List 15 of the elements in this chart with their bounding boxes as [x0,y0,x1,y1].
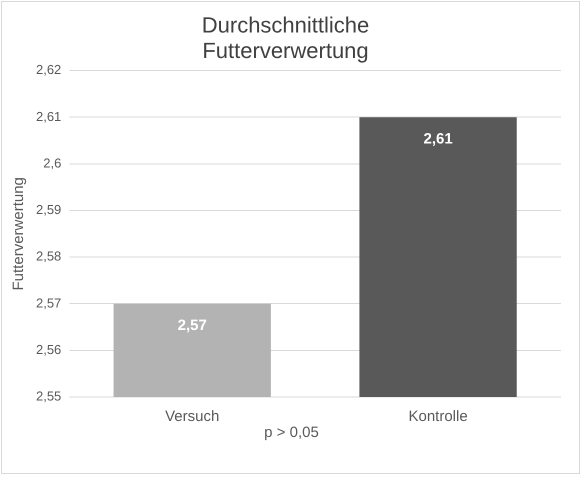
text: p > 0,05 [263,424,320,441]
y-tick-label: 2,59 [36,202,62,218]
x-tick-label: Versuch [165,408,220,426]
y-axis-title: Futterverwertung [10,177,28,290]
data-label: 2,61 [423,130,453,148]
y-tick-label: 2,56 [36,342,62,357]
y-tick-label: 2,58 [36,248,62,264]
data-label: 2,57 [178,316,207,334]
x-tick-label: Kontrolle [408,408,468,426]
y-tick-label: 2,55 [36,388,62,404]
chart-title: Durchschnittliche Futterverwertung [202,12,370,64]
y-tick-label: 2,57 [36,295,62,310]
y-tick-label: 2,62 [36,62,62,78]
y-tick-label: 2,6 [43,155,62,170]
y-tick-label: 2,61 [36,108,62,124]
